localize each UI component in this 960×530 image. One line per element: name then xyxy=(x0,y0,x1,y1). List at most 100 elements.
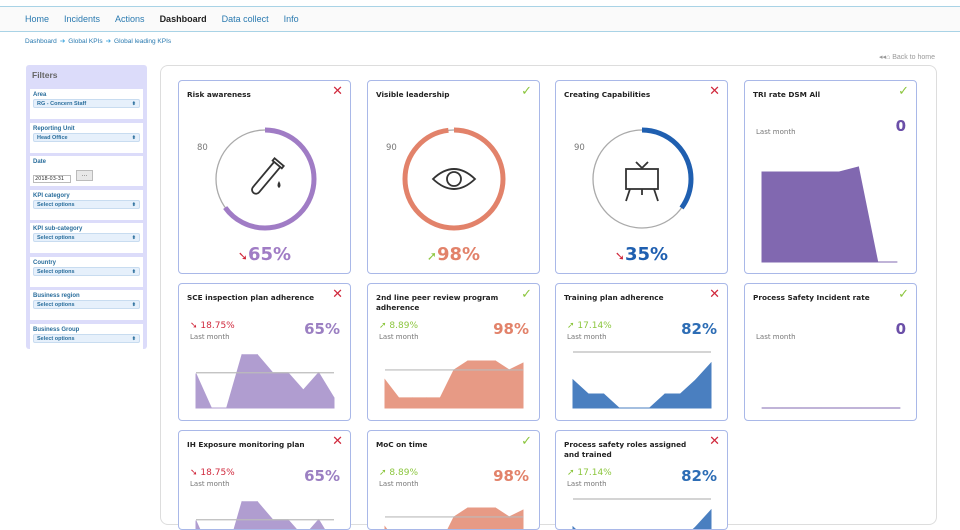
last-month-label: Last month xyxy=(756,128,796,136)
kpi-card-creating-capabilities[interactable]: Creating Capabilities ✕ 90 ➘35% xyxy=(555,80,728,274)
kpi-value: 0 xyxy=(895,320,906,338)
gauge xyxy=(213,127,317,231)
filter-select-value: Select options xyxy=(37,302,75,308)
change-value: 18.75% xyxy=(200,468,235,478)
cross-icon: ✕ xyxy=(709,434,720,449)
kpi-value: 98% xyxy=(493,467,529,485)
breadcrumb-dashboard[interactable]: Dashboard xyxy=(25,38,57,45)
data-point xyxy=(820,407,822,409)
data-point xyxy=(522,362,524,364)
trend-up-icon: ➚ xyxy=(567,468,575,478)
trend-up-icon: ➚ xyxy=(426,249,437,263)
filter-label: Reporting Unit xyxy=(33,125,75,132)
caret-icon: ⬍ xyxy=(131,201,136,208)
data-point xyxy=(695,526,697,528)
data-point xyxy=(857,166,859,168)
breadcrumb-global-leading-kpis[interactable]: Global leading KPIs xyxy=(114,38,172,45)
trend-up-icon: ➚ xyxy=(379,468,387,478)
nav-data-collect[interactable]: Data collect xyxy=(221,14,269,24)
card-title: Creating Capabilities xyxy=(564,90,651,99)
gauge-value: 35% xyxy=(624,244,669,265)
data-point xyxy=(761,171,763,173)
filter-select[interactable]: Select options ⬍ xyxy=(33,199,140,209)
area-chart xyxy=(761,407,901,409)
trend-up-icon: ➚ xyxy=(379,321,387,331)
data-point xyxy=(710,509,712,511)
data-point xyxy=(877,261,879,263)
change-value: 17.14% xyxy=(577,468,612,478)
gauge-value-row: ➚98% xyxy=(368,244,539,265)
filter-select[interactable]: Select options ⬍ xyxy=(33,333,140,343)
kpi-card-sce-inspection-plan-adherence[interactable]: SCE inspection plan adherence ✕ ➘ 18.75% L… xyxy=(178,283,351,421)
caret-icon: ⬍ xyxy=(131,335,136,342)
filter-select[interactable]: RG - Concern Staff ⬍ xyxy=(33,99,140,108)
nav-dashboard[interactable]: Dashboard xyxy=(159,14,207,24)
area-series xyxy=(195,501,325,529)
kpi-card-visible-leadership[interactable]: Visible leadership ✓ 90 ➚98% xyxy=(367,80,540,274)
kpi-card-training-plan-adherence[interactable]: Training plan adherence ✕ ➚ 17.14% Last mo… xyxy=(555,283,728,421)
filter-kpi-category: KPI category Select options ⬍ xyxy=(30,189,143,220)
nav-home[interactable]: Home xyxy=(25,14,50,24)
filter-select[interactable]: Select options ⬍ xyxy=(33,300,140,309)
area-chart xyxy=(761,166,898,263)
nav-incidents[interactable]: Incidents xyxy=(64,14,101,24)
filter-select[interactable]: Head Office ⬍ xyxy=(33,132,140,142)
nav-actions[interactable]: Actions xyxy=(115,14,145,24)
kpi-card-2nd-line-peer-review-program-adherence[interactable]: 2nd line peer review program adherence ✓ ➚… xyxy=(367,283,540,421)
data-point xyxy=(618,407,620,409)
area-series xyxy=(384,507,524,529)
gauge-value: 65% xyxy=(247,244,292,265)
data-point xyxy=(603,393,605,395)
card-title: SCE inspection plan adherence xyxy=(187,293,315,302)
change-value: 8.89% xyxy=(389,321,419,331)
data-point xyxy=(481,507,483,509)
data-point xyxy=(761,407,763,409)
card-title: Visible leadership xyxy=(376,90,450,99)
gauge-arc xyxy=(213,127,317,231)
data-point xyxy=(572,526,574,528)
caret-icon: ⬍ xyxy=(131,134,136,141)
kpi-card-risk-awareness[interactable]: Risk awareness ✕ 80 ➘65% xyxy=(178,80,351,274)
check-icon: ✓ xyxy=(898,287,909,302)
data-point xyxy=(899,407,901,409)
nav-info[interactable]: Info xyxy=(283,14,299,24)
kpi-card-process-safety-incident-rate[interactable]: Process Safety Incident rate ✓ Last month… xyxy=(744,283,917,421)
filter-select-value: Select options xyxy=(37,235,75,241)
back-to-home-link[interactable]: ◂◂⌂ Back to home xyxy=(879,53,935,61)
data-point xyxy=(840,407,842,409)
kpi-value: 0 xyxy=(895,117,906,135)
check-icon: ✓ xyxy=(521,287,532,302)
kpi-card-tri-rate-dsm-all[interactable]: TRI rate DSM All ✓ Last month 0 xyxy=(744,80,917,274)
kpi-card-process-safety-roles-assigned-and-trained[interactable]: Process safety roles assigned and traine… xyxy=(555,430,728,530)
kpi-card-moc-on-time[interactable]: MoC on time ✓ ➚ 8.89% Last month 98% xyxy=(367,430,540,530)
data-point xyxy=(896,261,898,263)
eye-icon xyxy=(431,168,477,190)
area-chart xyxy=(572,498,712,529)
caret-icon: ⬍ xyxy=(131,302,136,308)
filter-select-value: RG - Concern Staff xyxy=(37,101,87,107)
kpi-card-ih-exposure-monitoring-plan[interactable]: IH Exposure monitoring plan ✕ ➘ 18.75% Las… xyxy=(178,430,351,530)
cross-icon: ✕ xyxy=(332,84,343,99)
data-point xyxy=(522,509,524,511)
gauge-value: 98% xyxy=(436,244,481,265)
filter-select[interactable]: Select options ⬍ xyxy=(33,266,140,276)
data-point xyxy=(587,393,589,395)
filters-title: Filters xyxy=(32,70,58,80)
breadcrumb-global-kpis[interactable]: Global KPIs xyxy=(68,38,103,45)
arrow-right-icon: ➔ xyxy=(59,38,66,45)
data-point xyxy=(241,501,243,503)
date-picker-button[interactable]: ... xyxy=(76,170,94,181)
caret-icon: ⬍ xyxy=(131,235,136,241)
last-month-label: Last month xyxy=(756,333,796,341)
last-month-label: Last month xyxy=(190,333,230,341)
gauge-target: 90 xyxy=(574,143,585,153)
data-point xyxy=(241,354,243,356)
date-input[interactable]: 2018-03-31 xyxy=(33,175,71,183)
last-month-label: Last month xyxy=(567,480,607,488)
data-point xyxy=(649,407,651,409)
data-point xyxy=(633,407,635,409)
data-point xyxy=(195,520,197,522)
presentation-board-icon xyxy=(625,161,659,202)
filter-select[interactable]: Select options ⬍ xyxy=(33,233,140,242)
gauge xyxy=(590,127,694,231)
